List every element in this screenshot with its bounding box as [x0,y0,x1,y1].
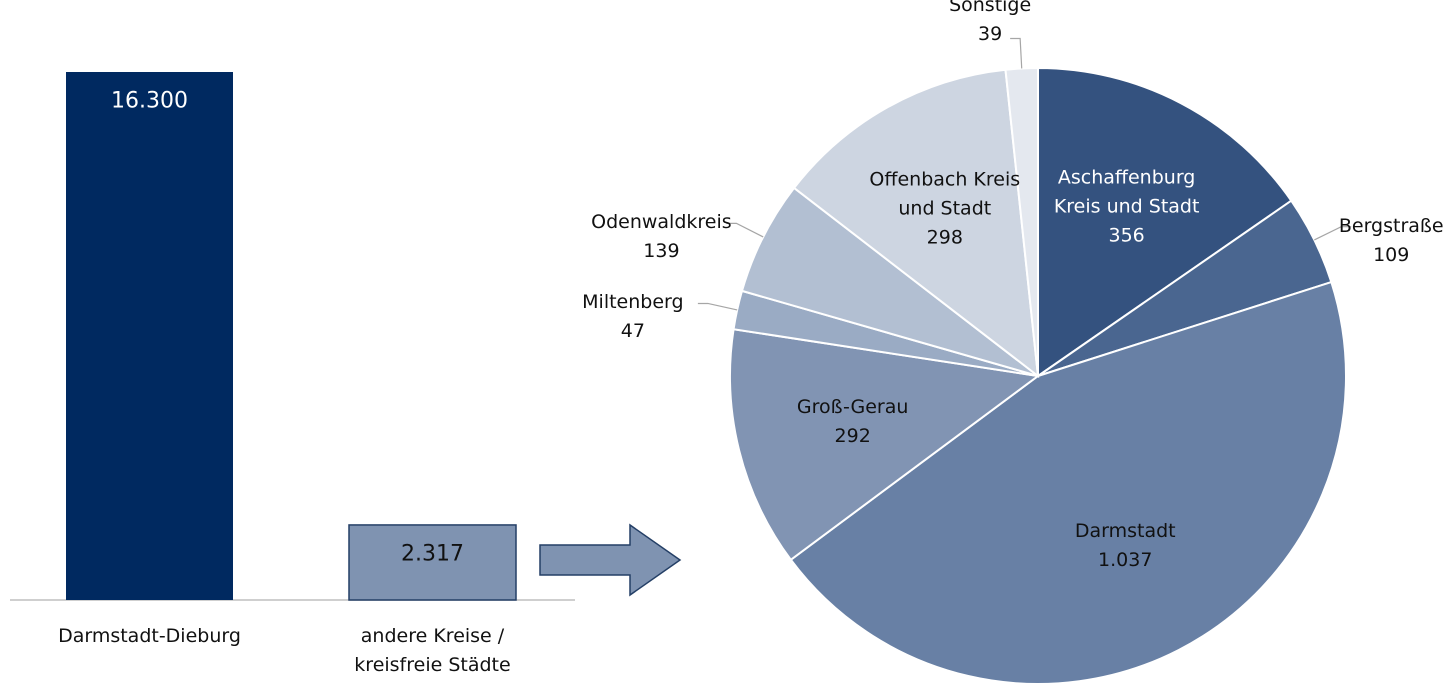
leader-line [726,222,764,238]
value-label: 39 [978,23,1003,46]
category-label: Groß-Gerau [796,396,909,419]
slice-label: Miltenberg 47 [548,288,718,346]
value-label: 1.037 [1098,548,1153,571]
category-label: Offenbach Kreis und Stadt [869,168,1021,220]
pie-slice [729,328,1041,562]
slice-label: Offenbach Kreis und Stadt 298 [860,166,1030,253]
pie-slice [789,280,1347,684]
leader-line [697,302,738,311]
category-label: Odenwaldkreis [591,211,732,234]
value-label: 16.300 [111,88,188,114]
pie-slice [1037,66,1293,378]
value-label: 298 [926,226,963,249]
value-label: 356 [1108,224,1145,247]
bar [66,72,233,600]
bar [348,524,517,601]
arrow [539,523,682,597]
leader-line [1010,37,1023,69]
leader-line [1314,226,1352,241]
category-label: Aschaffenburg Kreis und Stadt [1053,166,1200,218]
slice-label: Sonstige 39 [905,0,1075,49]
value-label: 47 [620,320,645,343]
category-label: Darmstadt-Dieburg [58,625,241,647]
slice-label: Groß-Gerau 292 [768,393,938,451]
slice-label: Darmstadt 1.037 [1040,517,1210,575]
value-label: 109 [1373,243,1410,266]
category-label: Miltenberg [582,291,684,314]
slice-label: Bergstraße 109 [1306,212,1443,270]
category-label: andere Kreise / kreisfreie Städte [354,625,511,676]
category-label: Sonstige [949,0,1032,17]
pie-slice [1004,66,1039,377]
value-label: 139 [643,240,680,263]
category-label: Darmstadt [1074,519,1176,542]
value-label: 292 [834,425,871,448]
value-label: 2.317 [401,541,464,567]
slice-label: Odenwaldkreis 139 [576,208,746,266]
category-label: Bergstraße [1338,214,1443,237]
slice-label: Aschaffenburg Kreis und Stadt 356 [1042,163,1212,250]
pie-slice [792,68,1040,379]
